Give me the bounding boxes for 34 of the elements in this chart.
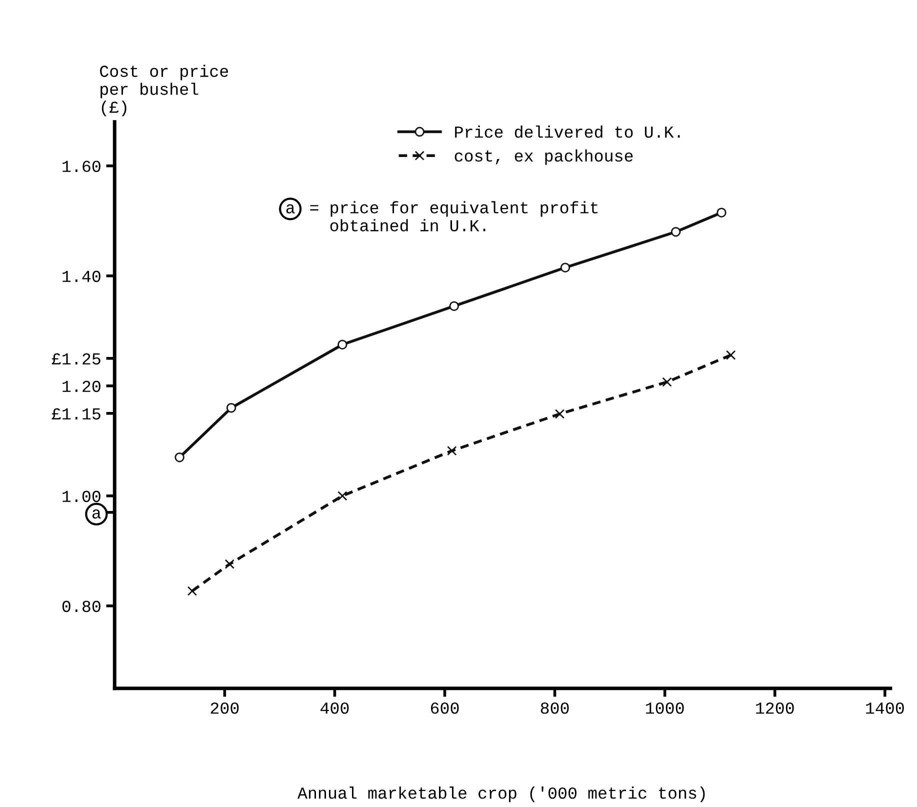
y-tick-label: 0.80 [62, 600, 100, 612]
y-tick-label: 1.20 [62, 380, 100, 392]
x-tick-label: 1200 [756, 702, 794, 714]
point [726, 350, 736, 360]
x-tick-label: 800 [540, 702, 569, 714]
x-axis-title: Annual marketable crop ('000 metric tons) [297, 786, 705, 802]
x-tick-label: 400 [320, 702, 349, 714]
point [447, 446, 457, 456]
point [662, 377, 672, 387]
x-tick-label: 1400 [866, 702, 904, 714]
point [174, 452, 184, 462]
y-tick-label: 1.40 [62, 270, 100, 282]
x-tick-label: 200 [210, 702, 239, 714]
y-tick-label: a [92, 509, 101, 519]
legend-label: Price delivered to U.K. [455, 126, 680, 138]
point [670, 227, 681, 237]
point [187, 586, 198, 596]
point [226, 403, 236, 413]
annotation: a = price for equivalent profit obtained in U.K. [286, 201, 598, 232]
point [716, 208, 726, 218]
x-tick-label: 600 [430, 702, 459, 714]
point [449, 301, 459, 311]
point [224, 559, 234, 569]
x-tick-label: 1000 [646, 702, 684, 714]
y-tick-label: 1.60 [62, 160, 100, 172]
point [338, 340, 348, 350]
point [560, 262, 570, 272]
y-axis-title: Cost or price per bushel (£) [100, 64, 228, 116]
y-tick-label: 1.00 [62, 490, 100, 502]
y-tick-label: £1.15 [52, 408, 100, 420]
y-tick-label: £1.25 [52, 353, 100, 365]
legend-label: cost, ex packhouse [454, 149, 633, 165]
point [554, 409, 565, 419]
point [338, 491, 348, 501]
